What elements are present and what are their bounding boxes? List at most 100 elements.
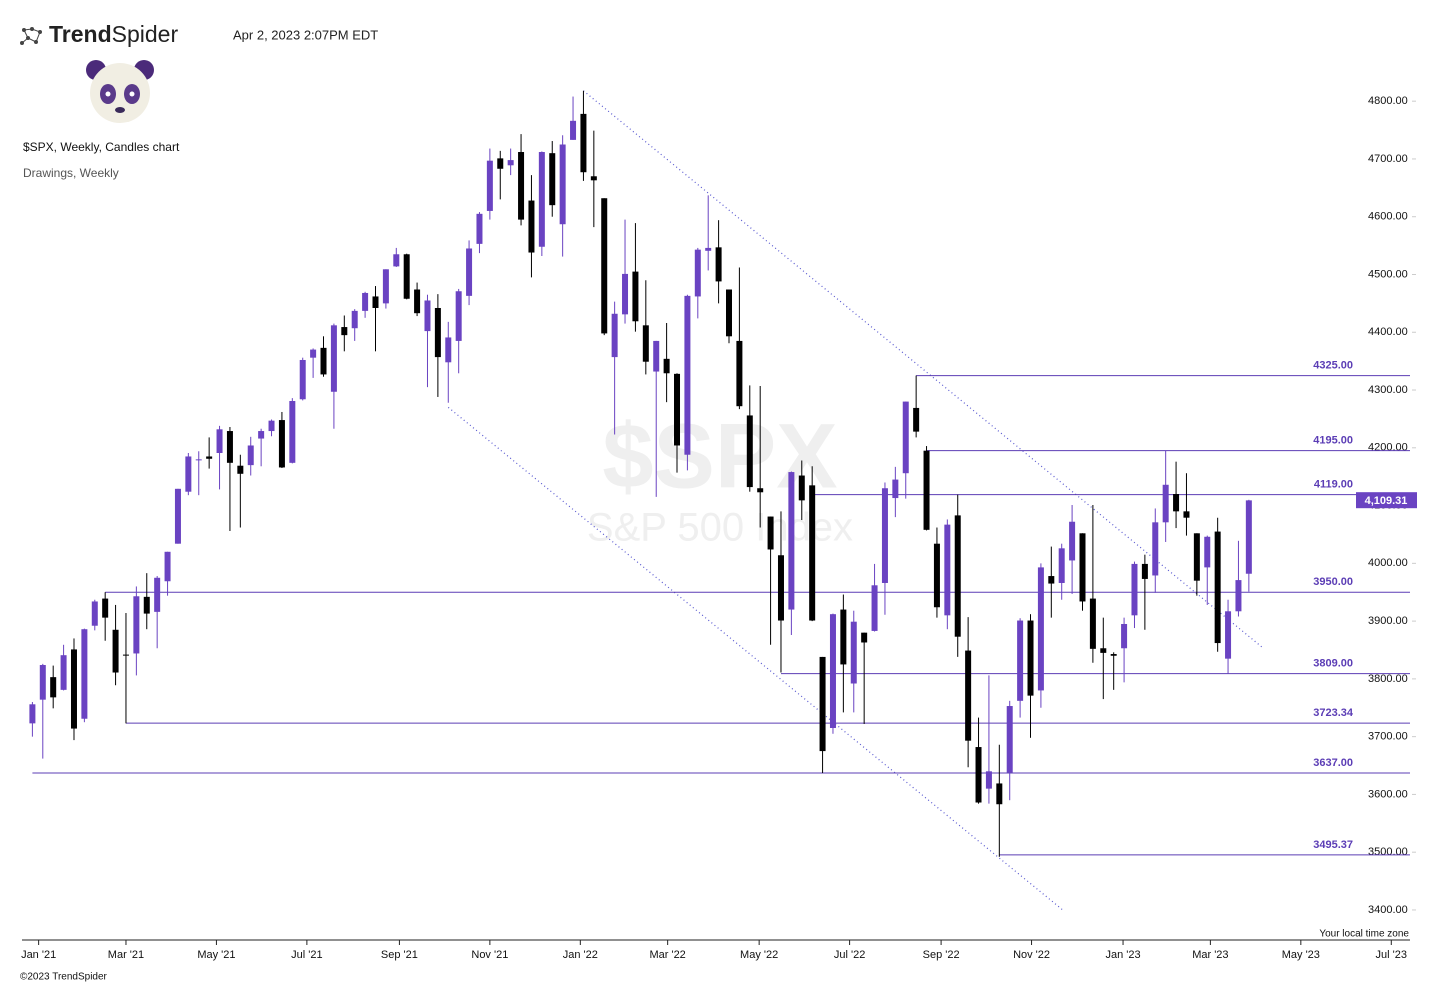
candle-body	[1131, 563, 1138, 616]
candle-body	[310, 349, 317, 358]
level-label: 4325.00	[1313, 359, 1353, 371]
y-tick-label: 4500.00	[1368, 268, 1408, 280]
candle-body	[705, 247, 712, 251]
chart-name: $SPX, Weekly, Candles chart	[23, 140, 180, 154]
candle-body	[933, 543, 940, 608]
candle-body	[913, 407, 920, 432]
brand-light: Spider	[112, 21, 179, 47]
candle-body	[258, 431, 265, 439]
candle-body	[174, 488, 181, 544]
candle-body	[455, 291, 462, 341]
candle-body	[518, 152, 525, 220]
last-price-tag	[1356, 492, 1417, 509]
candle-body	[777, 555, 784, 621]
candle-body	[476, 213, 483, 244]
candle-body	[1110, 654, 1117, 656]
candle-body	[372, 296, 379, 308]
level-label: 3950.00	[1313, 576, 1353, 588]
candle-body	[580, 113, 587, 173]
candle-body	[1017, 620, 1024, 701]
timestamp: Apr 2, 2023 2:07PM EDT	[233, 27, 378, 42]
candle-body	[798, 475, 805, 501]
candle-body	[39, 665, 46, 700]
y-tick-label: 4700.00	[1368, 153, 1408, 165]
candle-body	[528, 200, 535, 253]
candle-body	[403, 254, 410, 299]
candle-body	[829, 614, 836, 728]
level-label: 3495.37	[1313, 839, 1353, 851]
candle-body	[486, 160, 493, 211]
candle-body	[1141, 563, 1148, 579]
candle-body	[892, 479, 899, 499]
candle-body	[70, 649, 77, 729]
candle-body	[330, 325, 337, 392]
candle-body	[642, 325, 649, 362]
candle-body	[320, 347, 327, 375]
x-tick-label: Jul '23	[1376, 949, 1407, 961]
candle-body	[154, 577, 161, 612]
candle-body	[237, 465, 244, 474]
candle-body	[278, 420, 285, 468]
candle-body	[195, 459, 202, 461]
candle-body	[1245, 500, 1252, 574]
watermark-name: S&P 500 Index	[587, 506, 853, 550]
candle-body	[632, 271, 639, 322]
y-tick-label: 3500.00	[1368, 846, 1408, 858]
candle-body	[757, 488, 764, 493]
candle-body	[559, 144, 566, 225]
candle-body	[788, 472, 795, 610]
y-tick-label: 3600.00	[1368, 788, 1408, 800]
candle-body	[725, 289, 732, 337]
candle-body	[736, 340, 743, 407]
candle-body	[570, 120, 577, 140]
candle-body	[1006, 706, 1013, 773]
candle-body	[684, 295, 691, 455]
x-tick-label: May '22	[740, 949, 778, 961]
candle-body	[985, 771, 992, 789]
candle-body	[143, 596, 150, 614]
y-tick-label: 3700.00	[1368, 731, 1408, 743]
candle-body	[944, 524, 951, 616]
candle-body	[351, 310, 358, 329]
candle-body	[393, 254, 400, 267]
level-label: 3723.34	[1313, 707, 1354, 719]
y-tick-label: 4400.00	[1368, 326, 1408, 338]
x-tick-label: Mar '22	[649, 949, 685, 961]
candle-body	[60, 655, 67, 690]
candle-body	[746, 415, 753, 488]
x-tick-label: Jul '21	[291, 949, 322, 961]
candle-body	[507, 160, 514, 166]
brand-bold: Trend	[49, 21, 112, 47]
layers: Drawings, Weekly	[23, 166, 119, 180]
y-tick-label: 4600.00	[1368, 211, 1408, 223]
candle-body	[954, 515, 961, 637]
candle-body	[1225, 611, 1232, 659]
x-tick-label: May '23	[1282, 949, 1320, 961]
candle-body	[1048, 576, 1055, 584]
candle-body	[1037, 567, 1044, 691]
candle-body	[549, 153, 556, 206]
candle-body	[299, 359, 306, 400]
candle-body	[29, 704, 36, 724]
candle-body	[590, 176, 597, 181]
candle-body	[268, 420, 275, 432]
timezone: Your local time zone	[1319, 929, 1409, 940]
candle-body	[1214, 531, 1221, 644]
last-price-label: 4,109.31	[1365, 495, 1408, 507]
candle-body	[902, 401, 909, 474]
x-tick-label: Jan '22	[563, 949, 598, 961]
candle-body	[1173, 494, 1180, 512]
candle-body	[871, 585, 878, 631]
candle-body	[975, 747, 982, 803]
candle-body	[289, 401, 296, 463]
candle-body	[1069, 521, 1076, 561]
candle-body	[164, 551, 171, 582]
candle-body	[185, 456, 192, 492]
candle-body	[715, 247, 722, 282]
candle-body	[674, 373, 681, 446]
avatar	[86, 60, 154, 123]
candle-body	[819, 656, 826, 752]
candle-body	[653, 340, 660, 372]
candle-body	[840, 609, 847, 665]
